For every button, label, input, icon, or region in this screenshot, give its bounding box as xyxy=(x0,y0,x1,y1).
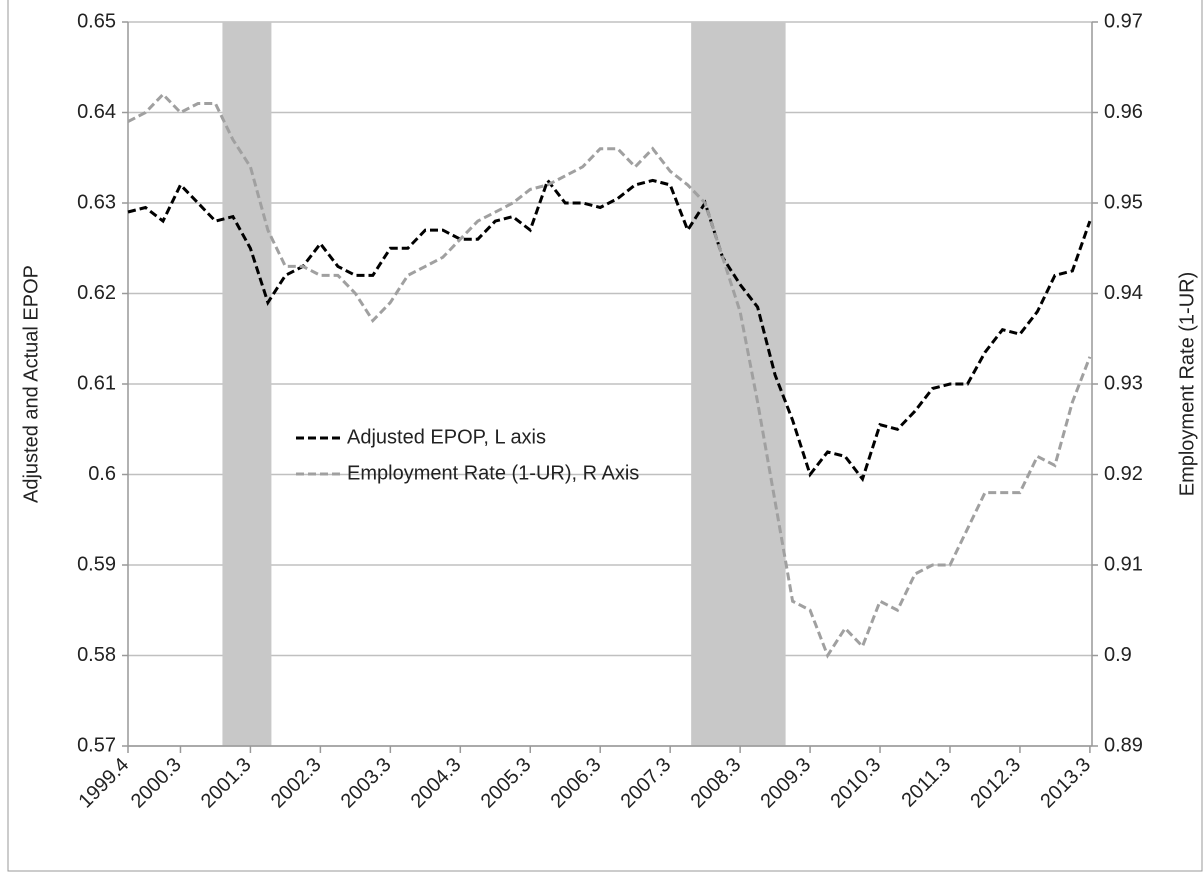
series-line xyxy=(127,177,1092,483)
x-tick-label: 1999.4 xyxy=(74,754,133,813)
y2-tick-label: 0.92 xyxy=(1104,463,1143,485)
y2-tick-label: 0.91 xyxy=(1104,553,1143,575)
x-tick-label: 2005.3 xyxy=(477,754,536,813)
y-tick-label: 0.58 xyxy=(77,644,116,666)
y2-tick-label: 0.95 xyxy=(1104,191,1143,213)
y-tick-label: 0.64 xyxy=(77,101,116,123)
legend-label: Adjusted EPOP, L axis xyxy=(347,426,546,448)
y2-tick-label: 0.97 xyxy=(1104,10,1143,32)
y2-tick-label: 0.96 xyxy=(1104,101,1143,123)
y-tick-label: 0.6 xyxy=(88,463,116,485)
y-axis-title: Adjusted and Actual EPOP xyxy=(20,265,42,503)
x-tick-label: 2008.3 xyxy=(687,754,746,813)
y2-axis-title: Employment Rate (1-UR) xyxy=(1176,272,1198,497)
x-tick-label: 2010.3 xyxy=(826,754,885,813)
x-tick-label: 2003.3 xyxy=(337,754,396,813)
y-tick-label: 0.62 xyxy=(77,282,116,304)
legend-label: Employment Rate (1-UR), R Axis xyxy=(347,462,639,484)
x-tick-label: 2001.3 xyxy=(197,754,256,813)
shaded-region xyxy=(691,22,786,746)
y-tick-label: 0.59 xyxy=(77,553,116,575)
y-tick-label: 0.61 xyxy=(77,372,116,394)
chart-border xyxy=(7,0,1203,872)
x-tick-label: 2004.3 xyxy=(407,754,466,813)
y2-tick-label: 0.94 xyxy=(1104,282,1143,304)
x-tick-label: 2009.3 xyxy=(757,754,816,813)
y2-tick-label: 0.93 xyxy=(1104,372,1143,394)
y2-tick-label: 0.89 xyxy=(1104,734,1143,756)
series-line xyxy=(127,92,1092,659)
x-tick-label: 2013.3 xyxy=(1036,754,1095,813)
y-tick-label: 0.63 xyxy=(77,191,116,213)
y-tick-label: 0.57 xyxy=(77,734,116,756)
y2-tick-label: 0.9 xyxy=(1104,644,1132,666)
y-tick-label: 0.65 xyxy=(77,10,116,32)
x-tick-label: 2012.3 xyxy=(966,754,1025,813)
x-tick-label: 2000.3 xyxy=(127,754,186,813)
x-tick-label: 2007.3 xyxy=(617,754,676,813)
x-tick-label: 2002.3 xyxy=(267,754,326,813)
x-tick-label: 2011.3 xyxy=(897,754,955,812)
shaded-region xyxy=(222,22,272,746)
x-tick-label: 2006.3 xyxy=(547,754,606,813)
